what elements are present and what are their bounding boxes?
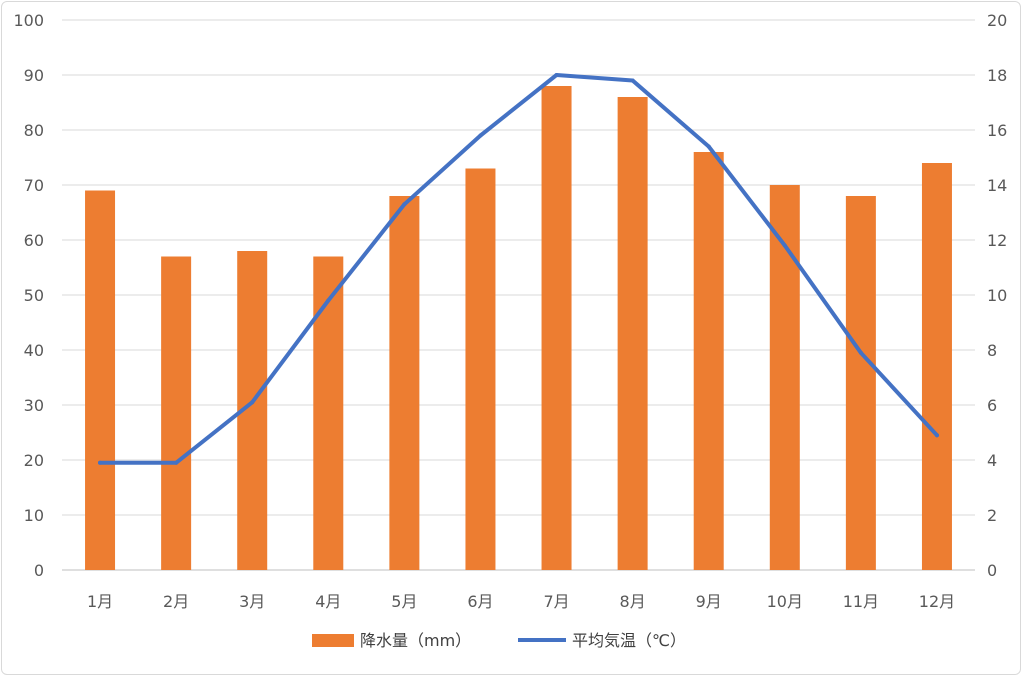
- right-tick-label: 20: [987, 11, 1007, 30]
- precipitation-bar: [845, 196, 876, 570]
- left-tick-label: 30: [24, 396, 44, 415]
- left-tick-label: 90: [24, 66, 44, 85]
- x-tick-label: 6月: [467, 592, 493, 611]
- left-tick-label: 80: [24, 121, 44, 140]
- precipitation-bar: [465, 168, 496, 570]
- temperature-point: [402, 202, 407, 207]
- x-tick-label: 5月: [391, 592, 417, 611]
- precipitation-bars: [85, 86, 952, 570]
- right-tick-label: 4: [987, 451, 997, 470]
- left-tick-label: 40: [24, 341, 44, 360]
- precipitation-bar: [693, 152, 724, 570]
- temperature-point: [630, 78, 635, 83]
- x-tick-label: 12月: [919, 592, 955, 611]
- x-tick-label: 9月: [696, 592, 722, 611]
- left-tick-label: 10: [24, 506, 44, 525]
- precipitation-bar: [85, 190, 116, 570]
- temperature-point: [478, 133, 483, 138]
- precipitation-bar: [769, 185, 800, 570]
- x-tick-label: 2月: [163, 592, 189, 611]
- left-tick-label: 60: [24, 231, 44, 250]
- left-tick-label: 70: [24, 176, 44, 195]
- precipitation-bar: [617, 97, 648, 570]
- temperature-point: [782, 243, 787, 248]
- right-axis: 0 2 4 6 8 10 12 14 16 18 20: [987, 11, 1007, 580]
- x-tick-label: 1月: [87, 592, 113, 611]
- right-tick-label: 8: [987, 341, 997, 360]
- precipitation-bar: [161, 256, 192, 570]
- precipitation-bar: [541, 86, 572, 570]
- precipitation-bar: [313, 256, 344, 570]
- x-tick-label: 3月: [239, 592, 265, 611]
- temperature-point: [98, 460, 103, 465]
- legend-bar-swatch: [312, 634, 354, 647]
- right-tick-label: 0: [987, 561, 997, 580]
- x-tick-label: 8月: [620, 592, 646, 611]
- x-axis: 1月 2月 3月 4月 5月 6月 7月 8月 9月 10月 11月 12月: [87, 592, 955, 611]
- temperature-line-group: [98, 73, 939, 465]
- temperature-point: [554, 73, 559, 77]
- left-tick-label: 100: [13, 11, 44, 30]
- right-tick-label: 16: [987, 121, 1007, 140]
- right-tick-label: 10: [987, 286, 1007, 305]
- x-tick-label: 4月: [315, 592, 341, 611]
- left-axis: 0 10 20 30 40 50 60 70 80 90 100: [13, 11, 44, 580]
- x-tick-label: 7月: [543, 592, 569, 611]
- right-tick-label: 6: [987, 396, 997, 415]
- legend: 降水量（mm） 平均気温（℃）: [312, 631, 686, 650]
- left-tick-label: 0: [34, 561, 44, 580]
- left-tick-label: 50: [24, 286, 44, 305]
- left-tick-label: 20: [24, 451, 44, 470]
- temperature-line: [98, 73, 939, 465]
- precipitation-bar: [389, 196, 420, 570]
- temperature-point: [250, 400, 255, 405]
- gridlines: [62, 19, 975, 571]
- legend-bar-label: 降水量（mm）: [360, 631, 471, 650]
- temperature-point: [174, 460, 179, 465]
- x-tick-label: 10月: [767, 592, 803, 611]
- temperature-point: [934, 433, 939, 438]
- temperature-point: [858, 350, 863, 355]
- right-tick-label: 18: [987, 66, 1007, 85]
- right-tick-label: 2: [987, 506, 997, 525]
- legend-line-label: 平均気温（℃）: [572, 631, 686, 650]
- temperature-point: [706, 144, 711, 149]
- temperature-point: [326, 298, 331, 303]
- x-tick-label: 11月: [843, 592, 879, 611]
- precipitation-bar: [921, 163, 952, 570]
- right-tick-label: 12: [987, 231, 1007, 250]
- right-tick-label: 14: [987, 176, 1007, 195]
